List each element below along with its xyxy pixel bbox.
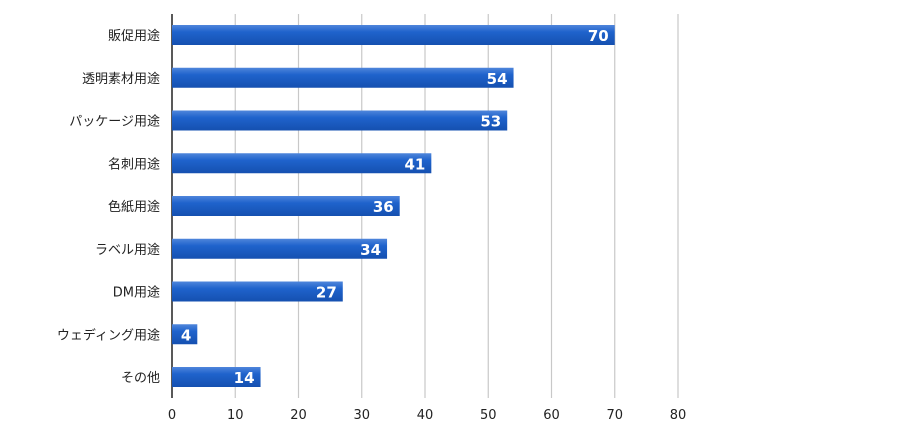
data-label: 36 [373,198,394,216]
category-label: その他 [121,371,160,386]
bar [172,324,198,345]
x-tick-label: 50 [480,408,497,423]
bar [172,281,343,302]
category-label: 透明素材用途 [82,71,160,87]
x-tick-label: 10 [227,408,244,423]
category-label: ラベル用途 [95,242,160,258]
data-label: 70 [588,27,609,45]
x-tick-label: 40 [417,408,434,423]
category-label: 色紙用途 [108,199,160,215]
x-tick-label: 80 [670,408,687,423]
bar [172,110,508,131]
data-label: 41 [404,155,425,173]
x-tick-label: 0 [168,408,176,423]
bar [172,67,514,88]
bar [172,196,400,216]
category-label: DM用途 [113,285,160,301]
data-label: 4 [181,326,191,344]
bar [172,238,388,259]
x-tick-label: 60 [543,408,560,423]
data-label: 14 [234,369,255,387]
x-tick-label: 30 [353,408,370,423]
bar [172,153,432,174]
data-label: 53 [480,113,501,131]
x-tick-label: 20 [290,408,307,423]
bar [172,367,261,387]
x-tick-label: 70 [606,408,623,423]
data-label: 34 [360,241,381,259]
category-label: 名刺用途 [108,156,160,172]
category-label: ウェディング用途 [57,327,160,343]
category-label: パッケージ用途 [69,114,160,130]
category-label: 販促用途 [108,28,160,44]
data-label: 27 [316,284,337,302]
bar [172,25,615,45]
data-label: 54 [487,70,508,88]
